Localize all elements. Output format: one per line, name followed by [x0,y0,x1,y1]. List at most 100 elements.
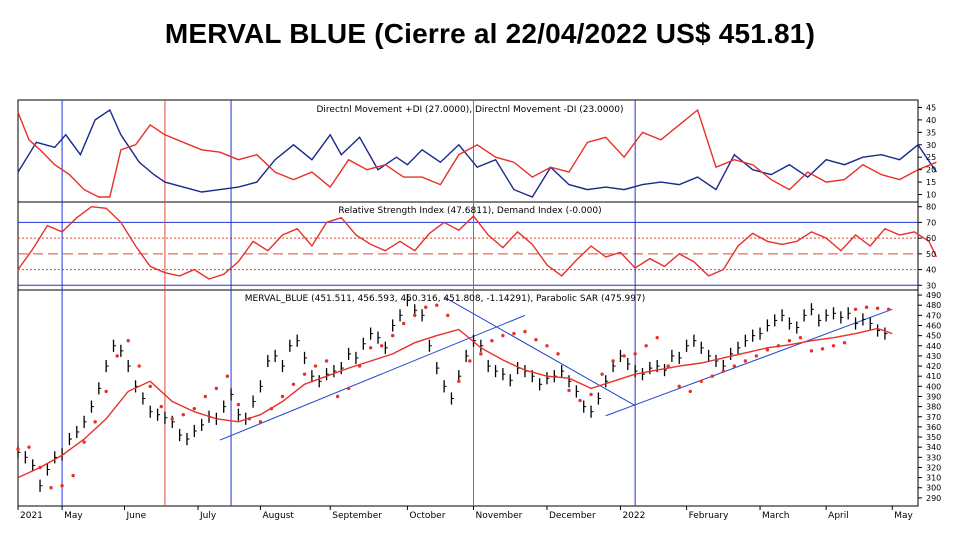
y-tick-label: 20 [926,166,936,175]
sar-dot [402,321,406,326]
x-tick-label: December [549,511,596,521]
y-tick-label: 480 [926,301,941,310]
rsi-series-group [17,205,938,280]
sar-dot [313,364,318,368]
y-tick-label: 470 [926,311,941,320]
sar-dot [754,354,759,358]
sar-dot [214,386,219,391]
event-lines-layer [61,100,636,506]
sar-dot [589,392,593,397]
x-tick-label: 2021 [20,511,43,521]
x-tick-label: September [332,511,382,521]
sar-dot [831,344,836,348]
sar-dot [809,349,814,353]
sar-dot [126,339,130,343]
x-tick-label: 2022 [622,511,645,521]
sar-dot [523,329,527,334]
sar-dot [413,313,417,318]
y-tick-label: 35 [926,128,936,137]
sar-dot [479,352,483,356]
sar-dot [247,417,252,421]
sar-dot [291,382,296,387]
sar-dot [666,364,670,368]
sar-dot [435,303,439,307]
sar-dot [699,379,703,383]
sar-dot [390,333,395,338]
sar-dot [710,374,714,378]
x-tick-label: May [64,511,83,521]
sar-dot [170,417,174,421]
sar-dot [721,369,726,373]
sar-dot [335,394,340,399]
panel-frames [17,99,919,507]
sar-dot [633,352,637,356]
y-tick-label: 30 [926,141,936,150]
sar-dot [578,398,582,403]
y-tick-label: 350 [926,433,941,442]
y-tick-label: 60 [926,234,936,243]
y-tick-label: 370 [926,413,941,422]
sar-dot [357,364,362,368]
price-series-group [16,294,893,492]
sar-dot [655,335,659,340]
sar-dot [203,394,208,399]
sar-dot [688,389,692,394]
y-tick-label: 45 [926,103,936,112]
sar-dot [225,374,230,378]
x-tick-label: July [199,511,217,521]
sar-dot [556,352,560,356]
y-tick-label: 460 [926,321,941,330]
y-tick-label: 360 [926,423,941,432]
sar-dot [16,447,20,451]
y-tick-label: 15 [926,178,936,187]
sar-dot [886,307,891,311]
sar-dot [27,445,31,449]
dmi-caption: Directnl Movement +DI (27.0000), Directn… [317,105,624,115]
sar-dot [765,348,770,352]
minus-di-line [17,108,937,198]
sar-dot [677,384,681,389]
y-tick-label: 80 [926,203,936,212]
y-tick-label: 30 [926,281,936,290]
sar-dot [60,484,64,488]
sar-dot [446,313,450,318]
dmi-series-group [17,108,937,198]
sar-dot [71,473,75,478]
y-tick-label: 420 [926,362,941,371]
sar-dot [324,359,329,363]
sar-dot [622,354,626,358]
page-title: MERVAL BLUE (Cierre al 22/04/2022 US$ 45… [164,18,816,49]
sar-dot [512,331,516,336]
grid-layer [18,221,918,286]
y-tick-label: 430 [926,352,941,361]
y-tick-label: 300 [926,484,941,493]
y-tick-label: 400 [926,382,941,391]
sar-dot [853,307,858,311]
sar-dot [501,333,505,338]
sar-dot [38,465,42,470]
sar-dot [798,335,803,340]
sar-dot [379,344,384,348]
sar-dot [82,440,86,444]
y-tick-label: 290 [926,494,941,503]
y-tick-label: 50 [926,250,936,259]
sar-dot [611,359,615,363]
y-tick-label: 490 [926,291,941,300]
x-tick-label: October [409,511,445,521]
y-tick-label: 320 [926,463,941,472]
sar-dot [776,344,781,348]
y-tick-label: 390 [926,392,941,401]
sar-dot [820,347,825,351]
y-tick-label: 10 [926,191,936,200]
y-tick-label: 310 [926,474,941,483]
x-tick-label: August [262,511,294,521]
sar-dot [346,386,351,391]
y-tick-label: 330 [926,453,941,462]
sar-dot [545,344,549,348]
sar-dot [534,337,538,342]
x-tick-label: May [894,511,913,521]
sar-dot [258,420,263,424]
sar-dot [732,364,737,368]
